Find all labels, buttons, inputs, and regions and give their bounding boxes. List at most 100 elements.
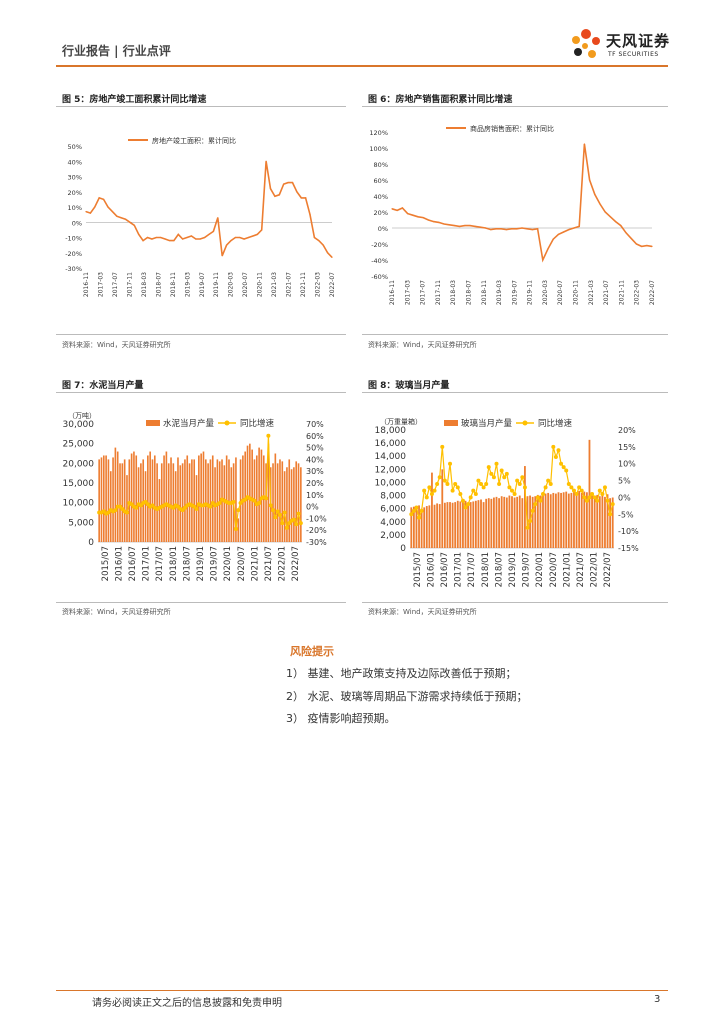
growth-point (548, 481, 553, 486)
legend-bar-swatch (444, 420, 458, 426)
bar (239, 459, 242, 542)
figure-7-chart: 0 5,000 10,000 15,000 20,000 25,000 30,000 -30%… (63, 411, 328, 581)
data-point (291, 182, 294, 184)
growth-point (538, 498, 543, 503)
x-tick-label: 2022-03 (315, 272, 322, 297)
bar (438, 504, 441, 548)
growth-point (504, 471, 509, 476)
bar (105, 455, 107, 542)
x-tick-label: 2021/07 (576, 552, 586, 587)
bar (443, 502, 446, 548)
growth-point (584, 498, 589, 503)
x-tick-label: 2021-11 (618, 280, 625, 305)
growth-point (273, 515, 278, 520)
bar (480, 499, 482, 548)
y-tick-label: 40% (374, 193, 388, 201)
data-point (225, 244, 228, 246)
bar (459, 501, 462, 548)
bar (498, 498, 500, 548)
growth-point (471, 488, 476, 493)
bar (200, 453, 202, 542)
growth-point (517, 481, 522, 486)
growth-point (422, 488, 427, 493)
x-tick-label: 2021-11 (300, 272, 307, 297)
growth-point (124, 510, 129, 515)
bar (297, 463, 300, 542)
bar (265, 463, 267, 542)
growth-point (296, 511, 301, 516)
growth-point (275, 509, 280, 514)
growth-point (587, 495, 592, 500)
bar (575, 492, 578, 548)
data-point (305, 197, 307, 199)
bar (472, 501, 475, 548)
growth-point (208, 504, 213, 509)
bar (521, 498, 524, 548)
data-point (98, 197, 100, 199)
bar (147, 455, 149, 542)
y-tick-label: 50% (68, 143, 82, 151)
bar (235, 457, 237, 542)
data-point (646, 245, 648, 247)
y-left-tick-label: 18,000 (375, 426, 407, 436)
logo-text-en: TF SECURITIES (608, 51, 659, 58)
bar (490, 498, 493, 548)
bar (583, 491, 586, 548)
y-left-tick-label: 15,000 (63, 479, 95, 489)
bar (410, 507, 413, 548)
bar (423, 507, 426, 548)
data-point (89, 212, 91, 214)
growth-point (530, 508, 535, 513)
data-point (433, 221, 435, 223)
bar (258, 447, 260, 542)
y-left-tick-label: 2,000 (380, 531, 406, 541)
bar (228, 459, 230, 542)
y-right-tick-label: 10% (618, 460, 636, 469)
bar (508, 495, 511, 548)
growth-point (217, 501, 222, 506)
bar (596, 494, 599, 548)
x-tick-label: 2021-03 (588, 280, 595, 305)
bar (516, 496, 519, 548)
data-point (296, 191, 298, 193)
growth-point (556, 448, 561, 453)
y-left-tick-label: 0 (400, 544, 406, 554)
data-point (599, 203, 601, 205)
bar (598, 496, 601, 548)
data-point (427, 219, 429, 221)
y-unit-label: （万吨） (68, 411, 96, 420)
x-tick-label: 2017-07 (112, 272, 119, 297)
bar (601, 495, 604, 548)
growth-point (257, 501, 262, 506)
growth-point (450, 488, 455, 493)
y-right-tick-label: -30% (306, 538, 327, 547)
x-tick-label: 2021/07 (264, 546, 274, 581)
y-left-tick-label: 16,000 (375, 439, 407, 449)
x-tick-label: 2020-03 (228, 272, 235, 297)
figure-5-source: 资料来源：Wind，天风证券研究所 (62, 341, 171, 349)
data-point (177, 233, 179, 236)
bar (133, 451, 135, 542)
data-point (142, 239, 144, 242)
y-right-tick-label: 30% (306, 467, 324, 476)
data-point (630, 237, 632, 239)
bar (255, 455, 258, 542)
growth-point (236, 508, 241, 513)
bar (477, 500, 480, 548)
y-tick-label: 0% (378, 225, 388, 233)
bar (464, 500, 467, 548)
data-point (120, 217, 122, 219)
growth-point (231, 499, 236, 504)
bar (163, 455, 165, 542)
bar (288, 459, 291, 542)
bar (281, 461, 284, 542)
data-point (327, 252, 329, 254)
growth-point (271, 508, 276, 513)
bar (591, 494, 593, 548)
data-point (247, 236, 250, 239)
growth-point (429, 492, 434, 497)
bar (606, 494, 609, 548)
growth-point (233, 527, 238, 532)
bar (211, 455, 214, 542)
x-tick-label: 2022/07 (291, 546, 301, 581)
